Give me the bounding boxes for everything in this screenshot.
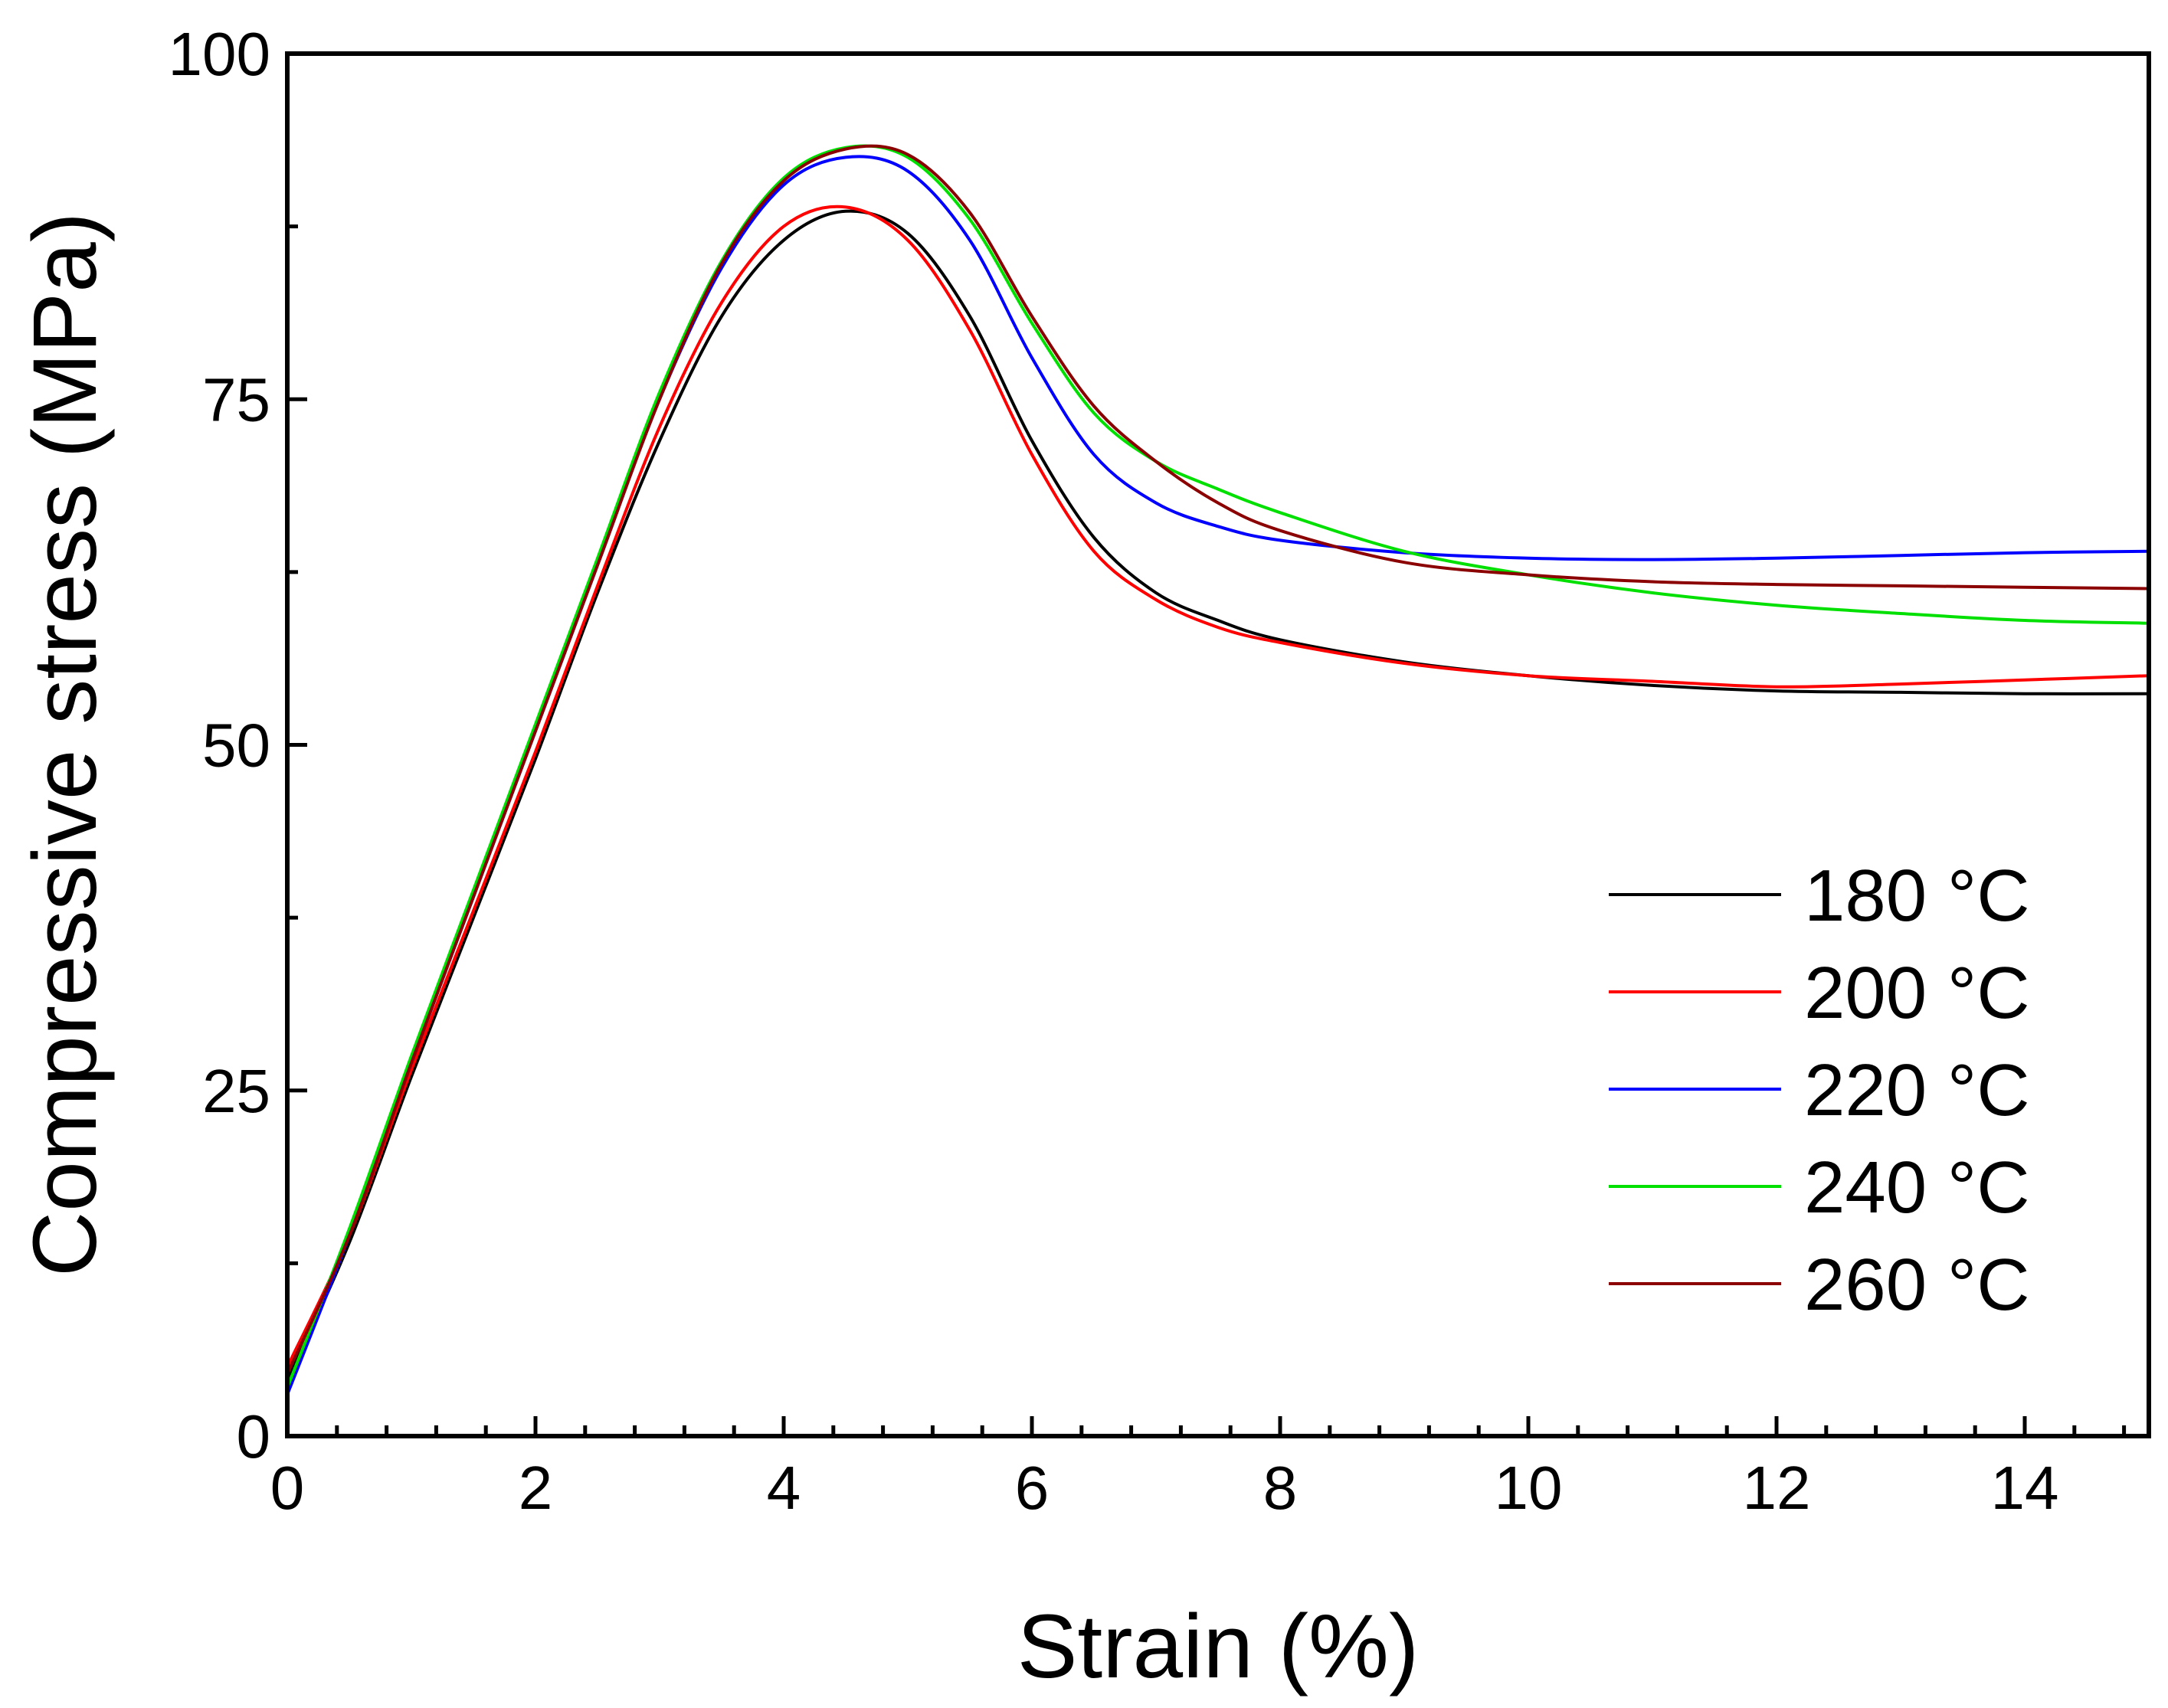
axis-tick-labels: 0 2 4 6 8 10 12 14 0 25 50 75 100: [169, 20, 2059, 1522]
x-tick-label: 10: [1495, 1454, 1563, 1522]
x-tick-label: 0: [270, 1454, 305, 1522]
x-tick-label: 14: [1991, 1454, 2059, 1522]
axis-ticks: [285, 51, 2127, 1438]
x-tick-label: 6: [1015, 1454, 1050, 1522]
x-tick-label: 12: [1743, 1454, 1811, 1522]
chart-curves: [286, 144, 2150, 1396]
legend-label-1: 180 °C: [1804, 855, 2030, 937]
legend-label-4: 240 °C: [1804, 1147, 2030, 1229]
x-tick-label: 8: [1263, 1454, 1298, 1522]
y-tick-label: 50: [202, 712, 270, 780]
series-line-4: [286, 144, 2150, 1389]
x-tick-label: 4: [767, 1454, 801, 1522]
x-axis-label: Strain (%): [1017, 1596, 1420, 1697]
plot-frame: [285, 51, 2151, 1438]
legend-label-5: 260 °C: [1804, 1244, 2030, 1326]
series-line-1: [286, 209, 2150, 1382]
y-tick-label: 25: [202, 1057, 270, 1125]
y-tick-label: 100: [169, 20, 270, 88]
y-tick-label: 0: [237, 1402, 271, 1471]
x-tick-label: 2: [519, 1454, 553, 1522]
y-tick-label: 75: [202, 365, 270, 434]
y-axis-label: Compressive stress (MPa): [15, 212, 116, 1277]
series-line-2: [286, 205, 2150, 1369]
legend-label-2: 200 °C: [1804, 952, 2030, 1034]
legend-label-3: 220 °C: [1804, 1049, 2030, 1131]
series-line-5: [286, 144, 2150, 1376]
legend: 180 °C 200 °C 220 °C 240 °C 260 °C: [1609, 855, 2030, 1326]
